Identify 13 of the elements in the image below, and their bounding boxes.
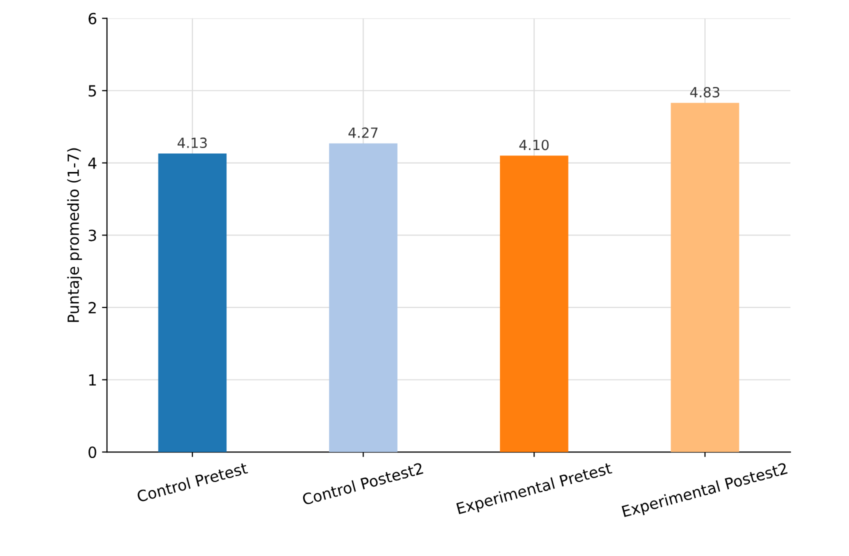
data-label: 4.83 (690, 86, 720, 98)
y-tick-label: 4 (88, 158, 96, 169)
y-tick-label: 1 (89, 374, 96, 386)
data-label: 4.10 (519, 140, 549, 150)
y-tick-label: 0 (88, 446, 96, 458)
y-tick-label: 3 (88, 230, 96, 242)
y-tick-label: 5 (88, 85, 96, 97)
data-label: 4.27 (348, 127, 378, 138)
y-tick-label: 2 (88, 302, 96, 314)
x-tick-label: Control Pretest (136, 462, 248, 502)
y-axis-title: Puntaje promedio (1-7) (67, 148, 82, 322)
y-tick-label: 6 (88, 12, 96, 24)
data-label: 4.13 (178, 138, 207, 148)
